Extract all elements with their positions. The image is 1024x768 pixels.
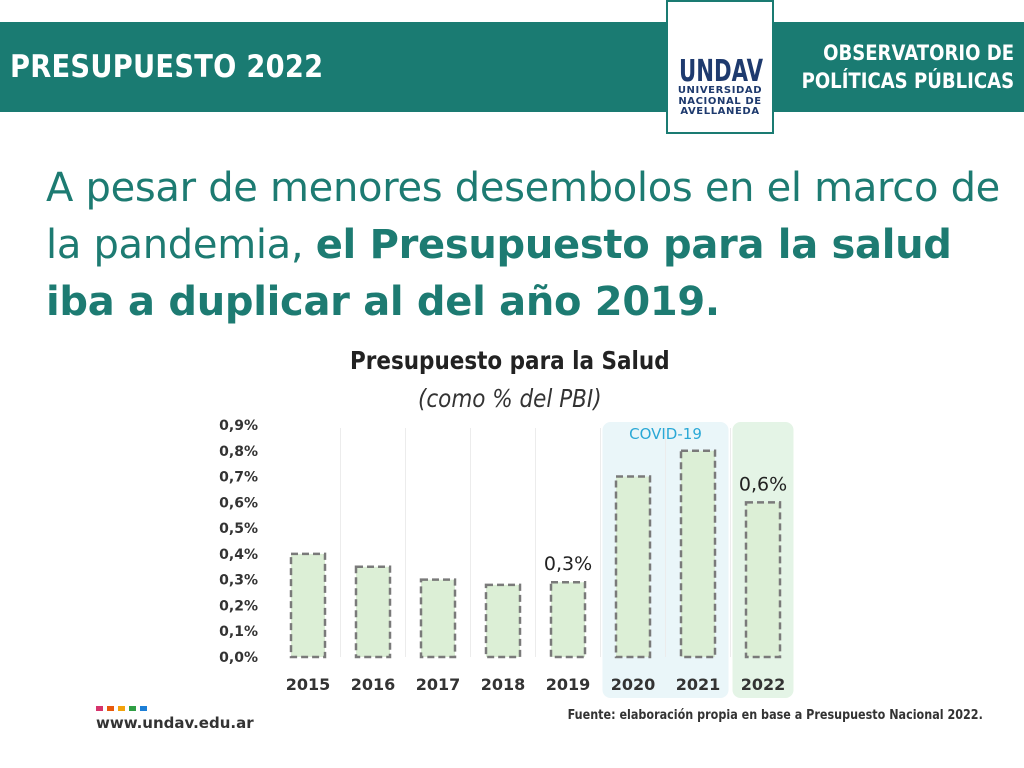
bar-2017 bbox=[419, 578, 457, 659]
header-bar bbox=[0, 22, 1024, 112]
logo-line3: AVELLANEDA bbox=[680, 106, 760, 117]
x-tick-label: 2019 bbox=[546, 675, 591, 694]
logo-line2: NACIONAL DE bbox=[678, 95, 762, 107]
university-logo: UNDAV UNIVERSIDAD NACIONAL DE AVELLANEDA bbox=[666, 0, 774, 134]
x-tick-label: 2016 bbox=[351, 675, 396, 694]
logo-university-name: UNIVERSIDAD NACIONAL DE AVELLANEDA bbox=[668, 85, 772, 118]
bar-2019 bbox=[549, 580, 587, 659]
brand-dot bbox=[140, 706, 147, 711]
y-tick-label: 0,1% bbox=[219, 624, 258, 640]
bar-2016 bbox=[354, 565, 392, 659]
logo-line1: UNIVERSIDAD bbox=[677, 85, 763, 96]
logo-text: UNDAV bbox=[679, 56, 764, 84]
y-tick-label: 0,6% bbox=[219, 495, 258, 511]
y-tick-label: 0,4% bbox=[219, 547, 258, 563]
data-label-2019: 0,3% bbox=[544, 553, 592, 575]
headline-part2: el Presupuesto para la salud iba a dupli… bbox=[46, 222, 952, 325]
header-org-line1: OBSERVATORIO DE bbox=[823, 41, 1014, 65]
bar-2018 bbox=[484, 583, 522, 659]
chart-subtitle: (como % del PBI) bbox=[418, 384, 602, 413]
brand-dot bbox=[96, 706, 103, 711]
bar-2022 bbox=[744, 501, 782, 659]
headline-part1: A pesar de menores desembolos en el marc… bbox=[46, 165, 1000, 268]
brand-dots-icon bbox=[96, 706, 147, 711]
brand-dot bbox=[129, 706, 136, 711]
brand-dot bbox=[107, 706, 114, 711]
y-tick-label: 0,2% bbox=[219, 598, 258, 614]
data-label-2022: 0,6% bbox=[739, 473, 787, 495]
y-tick-label: 0,8% bbox=[219, 444, 258, 460]
x-tick-label: 2021 bbox=[676, 675, 721, 694]
chart-title: Presupuesto para la Salud bbox=[350, 346, 670, 375]
website-link[interactable]: www.undav.edu.ar bbox=[96, 714, 254, 732]
bar-2021 bbox=[679, 449, 717, 659]
bar-2015 bbox=[289, 552, 327, 659]
header-org: OBSERVATORIO DE POLÍTICAS PÚBLICAS bbox=[774, 22, 1014, 112]
source-note: Fuente: elaboración propia en base a Pre… bbox=[567, 708, 983, 723]
x-tick-label: 2015 bbox=[286, 675, 331, 694]
y-tick-label: 0,5% bbox=[219, 521, 258, 537]
x-tick-label: 2020 bbox=[611, 675, 656, 694]
undav-logo-icon: UNDAV bbox=[679, 56, 764, 84]
covid-label: COVID-19 bbox=[629, 425, 702, 443]
header-org-line2: POLÍTICAS PÚBLICAS bbox=[801, 69, 1014, 93]
x-tick-label: 2022 bbox=[741, 675, 786, 694]
bar-2020 bbox=[614, 475, 652, 659]
y-tick-label: 0,0% bbox=[219, 650, 258, 666]
headline: A pesar de menores desembolos en el marc… bbox=[46, 160, 1006, 331]
y-tick-label: 0,9% bbox=[219, 418, 258, 434]
y-tick-label: 0,7% bbox=[219, 470, 258, 486]
x-tick-label: 2017 bbox=[416, 675, 461, 694]
x-tick-label: 2018 bbox=[481, 675, 526, 694]
header-title: PRESUPUESTO 2022 bbox=[10, 49, 324, 85]
y-tick-label: 0,3% bbox=[219, 573, 258, 589]
brand-dot bbox=[118, 706, 125, 711]
